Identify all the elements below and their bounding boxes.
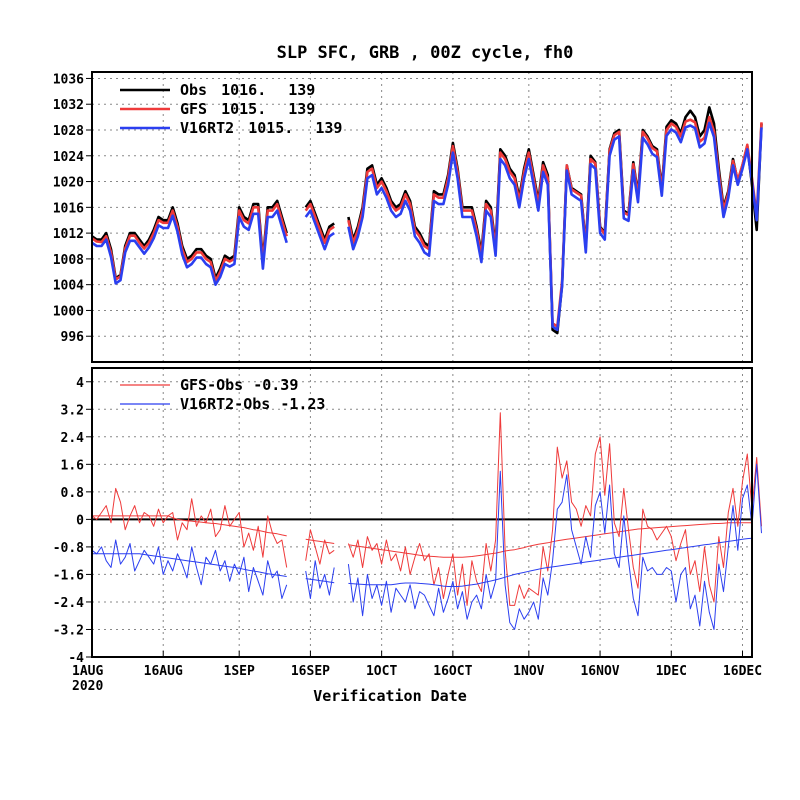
legend-mean: 1016. — [221, 81, 266, 99]
x-tick-label: 1OCT — [366, 664, 397, 679]
legend-label: GFS — [180, 100, 207, 118]
y-tick-label: 996 — [61, 330, 85, 345]
y-tick-label: -4 — [68, 651, 84, 666]
y-tick-label: 1028 — [53, 124, 84, 139]
legend-entry: V16RT2 1015. 139 — [180, 119, 342, 137]
series-line-v16rt2-obs-running — [92, 537, 753, 587]
x-tick-label: 1NOV — [513, 664, 544, 679]
chart-title: SLP SFC, GRB , 00Z cycle, fh0 — [277, 43, 574, 63]
x-year-label: 2020 — [72, 679, 103, 694]
x-axis: 1AUG 16AUG 1SEP 16SEP 1OCT 16OCT 1NOV 16NOV 1DEC… — [72, 651, 762, 679]
x-tick-label: 16OCT — [433, 664, 472, 679]
y-tick-label: 3.2 — [61, 403, 84, 418]
y-tick-label: 0.8 — [61, 486, 85, 501]
x-tick-label: 16DEC — [723, 664, 762, 679]
y-tick-label: 1.6 — [61, 458, 85, 473]
y-tick-label: 1036 — [53, 72, 84, 87]
y-tick-label: 0 — [76, 513, 84, 528]
x-tick-label: 16AUG — [144, 664, 183, 679]
x-tick-label: 1DEC — [656, 664, 687, 679]
legend-count: 139 — [288, 81, 315, 99]
y-tick-label: 1008 — [53, 253, 84, 268]
legend-entry: Obs 1016. 139 — [180, 81, 315, 99]
y-tick-label: -0.8 — [53, 541, 84, 556]
y-tick-label: 1012 — [53, 227, 84, 242]
panel-frame — [91, 71, 753, 363]
y-tick-label: 1020 — [53, 176, 84, 191]
legend-entry: GFS-Obs -0.39 — [180, 376, 298, 394]
legend-count: 139 — [315, 119, 342, 137]
series-line-v16rt2-obs — [91, 463, 762, 630]
legend-entry: V16RT2-Obs -1.23 — [180, 395, 325, 413]
top-panel: 996 1000 1004 1008 1012 1016 1020 1024 1028 1032 1… — [53, 71, 763, 363]
legend-value: -0.39 — [253, 376, 298, 394]
y-tick-label: 1004 — [53, 279, 84, 294]
series-line-gfs-obs-running — [92, 515, 752, 558]
series-line-gfs-obs — [91, 412, 762, 606]
legend-value: -1.23 — [280, 395, 325, 413]
x-tick-label: 16SEP — [291, 664, 330, 679]
legend-label: V16RT2 — [180, 119, 234, 137]
x-axis-label: Verification Date — [313, 687, 467, 705]
legend-count: 139 — [288, 100, 315, 118]
y-tick-label: 1024 — [53, 150, 84, 165]
y-tick-label: 1032 — [53, 98, 84, 113]
legend-entry: GFS 1015. 139 — [180, 100, 315, 118]
y-tick-label: 2.4 — [61, 431, 85, 446]
bottom-panel: -4-3.2-2.4-1.6-0.800.81.62.43.24 GFS-Obs -… — [53, 367, 762, 666]
y-tick-label: -1.6 — [53, 568, 84, 583]
x-tick-label: 1SEP — [224, 664, 255, 679]
y-tick-label: 4 — [76, 376, 84, 391]
x-tick-label: 16NOV — [580, 664, 619, 679]
y-tick-label: 1016 — [53, 201, 84, 216]
legend-label: V16RT2-Obs — [180, 395, 270, 413]
x-tick-label: 1AUG — [72, 664, 103, 679]
legend-mean: 1015. — [248, 119, 293, 137]
series-line-v16rt2 — [91, 121, 763, 332]
y-tick-label: -2.4 — [53, 596, 84, 611]
series-line-gfs — [91, 115, 763, 328]
legend-label: Obs — [180, 81, 207, 99]
legend-label: GFS-Obs — [180, 376, 243, 394]
series-line-obs — [91, 106, 763, 335]
y-tick-label: -3.2 — [53, 623, 84, 638]
legend-mean: 1015. — [221, 100, 266, 118]
y-tick-label: 1000 — [53, 304, 84, 319]
panel-frame — [91, 367, 753, 658]
